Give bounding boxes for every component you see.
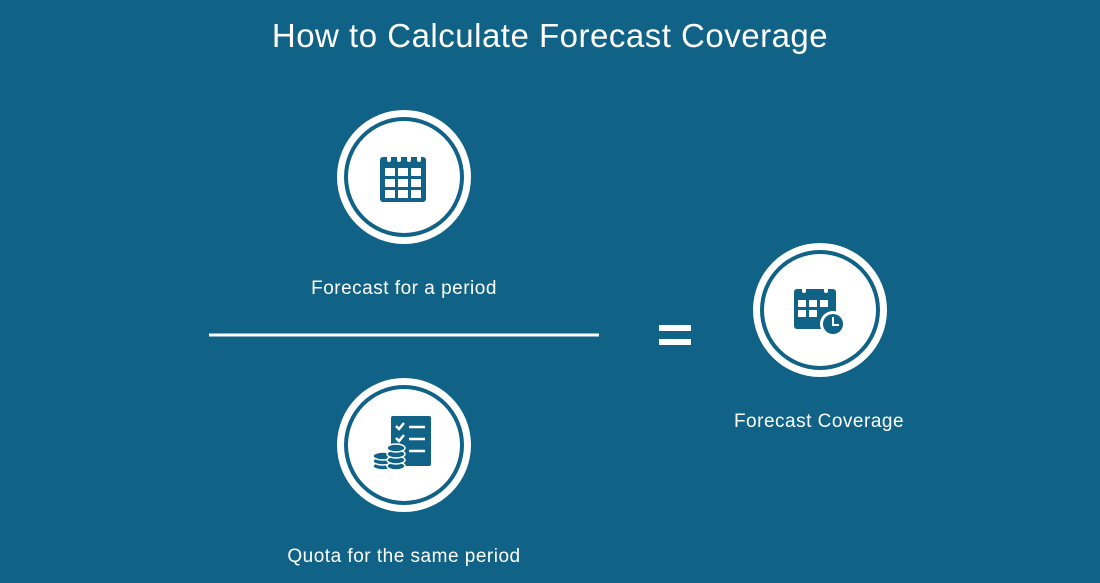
forecast-icon bbox=[337, 110, 471, 244]
quota-icon bbox=[337, 378, 471, 512]
numerator-label: Forecast for a period bbox=[311, 278, 497, 299]
title: How to Calculate Forecast Coverage bbox=[272, 17, 828, 54]
result-label: Forecast Coverage bbox=[734, 411, 904, 432]
denominator-label: Quota for the same period bbox=[287, 546, 520, 567]
equals-sign bbox=[659, 325, 691, 345]
coverage-icon bbox=[753, 243, 887, 377]
